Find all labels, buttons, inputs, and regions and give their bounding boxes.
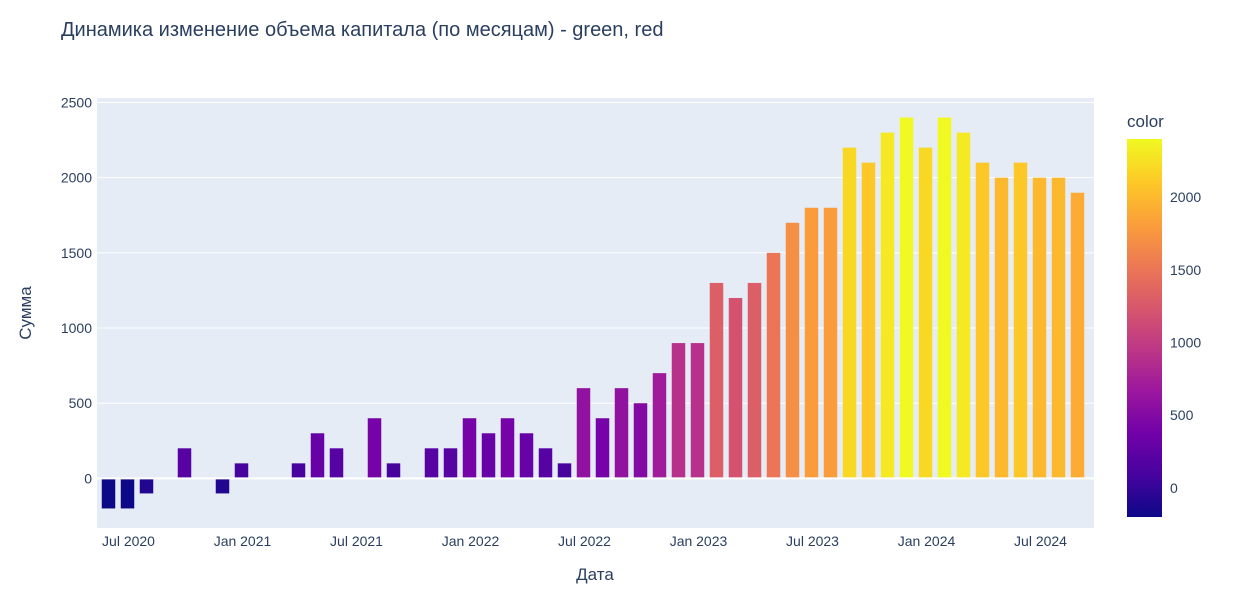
x-tick-label: Jul 2022 [558, 533, 611, 549]
bar [329, 448, 344, 479]
bar [576, 388, 591, 479]
bar [215, 478, 230, 494]
y-tick-label: 2500 [61, 95, 92, 111]
x-tick-label: Jul 2021 [330, 533, 383, 549]
x-tick-label: Jan 2022 [442, 533, 500, 549]
colorbar-tick-label: 0 [1170, 480, 1178, 496]
colorbar-tick-label: 500 [1170, 407, 1194, 423]
bar [234, 463, 249, 479]
x-tick-label: Jan 2024 [898, 533, 956, 549]
x-tick-labels: Jul 2020 Jan 2021 Jul 2021 Jan 2022 Jul 2022… [102, 533, 1067, 549]
x-tick-label: Jan 2021 [214, 533, 272, 549]
bar [633, 403, 648, 479]
y-axis-title: Сумма [16, 286, 35, 340]
bar [785, 222, 800, 479]
bar [766, 252, 781, 479]
bar [861, 162, 876, 479]
bar [804, 207, 819, 479]
bar [728, 297, 743, 479]
bar [291, 463, 306, 479]
x-axis-title: Дата [576, 565, 614, 584]
y-tick-label: 0 [84, 470, 92, 486]
bar [823, 207, 838, 479]
chart-title: Динамика изменение объема капитала (по м… [61, 19, 663, 41]
bar [462, 418, 477, 479]
bar [557, 463, 572, 479]
bar [652, 373, 667, 479]
bar [918, 147, 933, 479]
bar [443, 448, 458, 479]
bar [519, 433, 534, 479]
bar [1013, 162, 1028, 479]
bar [975, 162, 990, 479]
bar [1070, 192, 1085, 479]
colorbar-gradient [1127, 139, 1162, 517]
x-tick-label: Jul 2020 [102, 533, 155, 549]
bar [139, 478, 154, 494]
bar [880, 132, 895, 479]
bar [899, 117, 914, 479]
bar [842, 147, 857, 479]
bar [937, 117, 952, 479]
bar [120, 478, 135, 509]
colorbar-tick-labels: 0 500 1000 1500 2000 [1170, 189, 1201, 496]
y-tick-label: 500 [69, 395, 93, 411]
colorbar: color 0 500 1000 1500 2000 [1127, 112, 1201, 517]
y-tick-label: 1500 [61, 245, 92, 261]
bar [177, 448, 192, 479]
x-tick-label: Jul 2023 [786, 533, 839, 549]
y-tick-label: 2000 [61, 170, 92, 186]
x-tick-label: Jan 2023 [670, 533, 728, 549]
x-tick-label: Jul 2024 [1014, 533, 1067, 549]
bar [386, 463, 401, 479]
bar [500, 418, 515, 479]
bar [310, 433, 325, 479]
bar [424, 448, 439, 479]
bar [481, 433, 496, 479]
bar [671, 343, 686, 479]
bars [101, 117, 1085, 509]
bar [690, 343, 705, 479]
bar [994, 177, 1009, 479]
bar [747, 282, 762, 479]
bar [1051, 177, 1066, 479]
bar [101, 478, 116, 509]
bar [367, 418, 382, 479]
bar [614, 388, 629, 479]
bar [1032, 177, 1047, 479]
colorbar-title: color [1127, 112, 1164, 131]
y-tick-labels: 0 500 1000 1500 2000 2500 [61, 95, 92, 487]
colorbar-tick-label: 1000 [1170, 335, 1201, 351]
bar [956, 132, 971, 479]
colorbar-tick-label: 1500 [1170, 262, 1201, 278]
y-tick-label: 1000 [61, 320, 92, 336]
bar [709, 282, 724, 479]
bar [595, 418, 610, 479]
bar [538, 448, 553, 479]
colorbar-tick-label: 2000 [1170, 189, 1201, 205]
